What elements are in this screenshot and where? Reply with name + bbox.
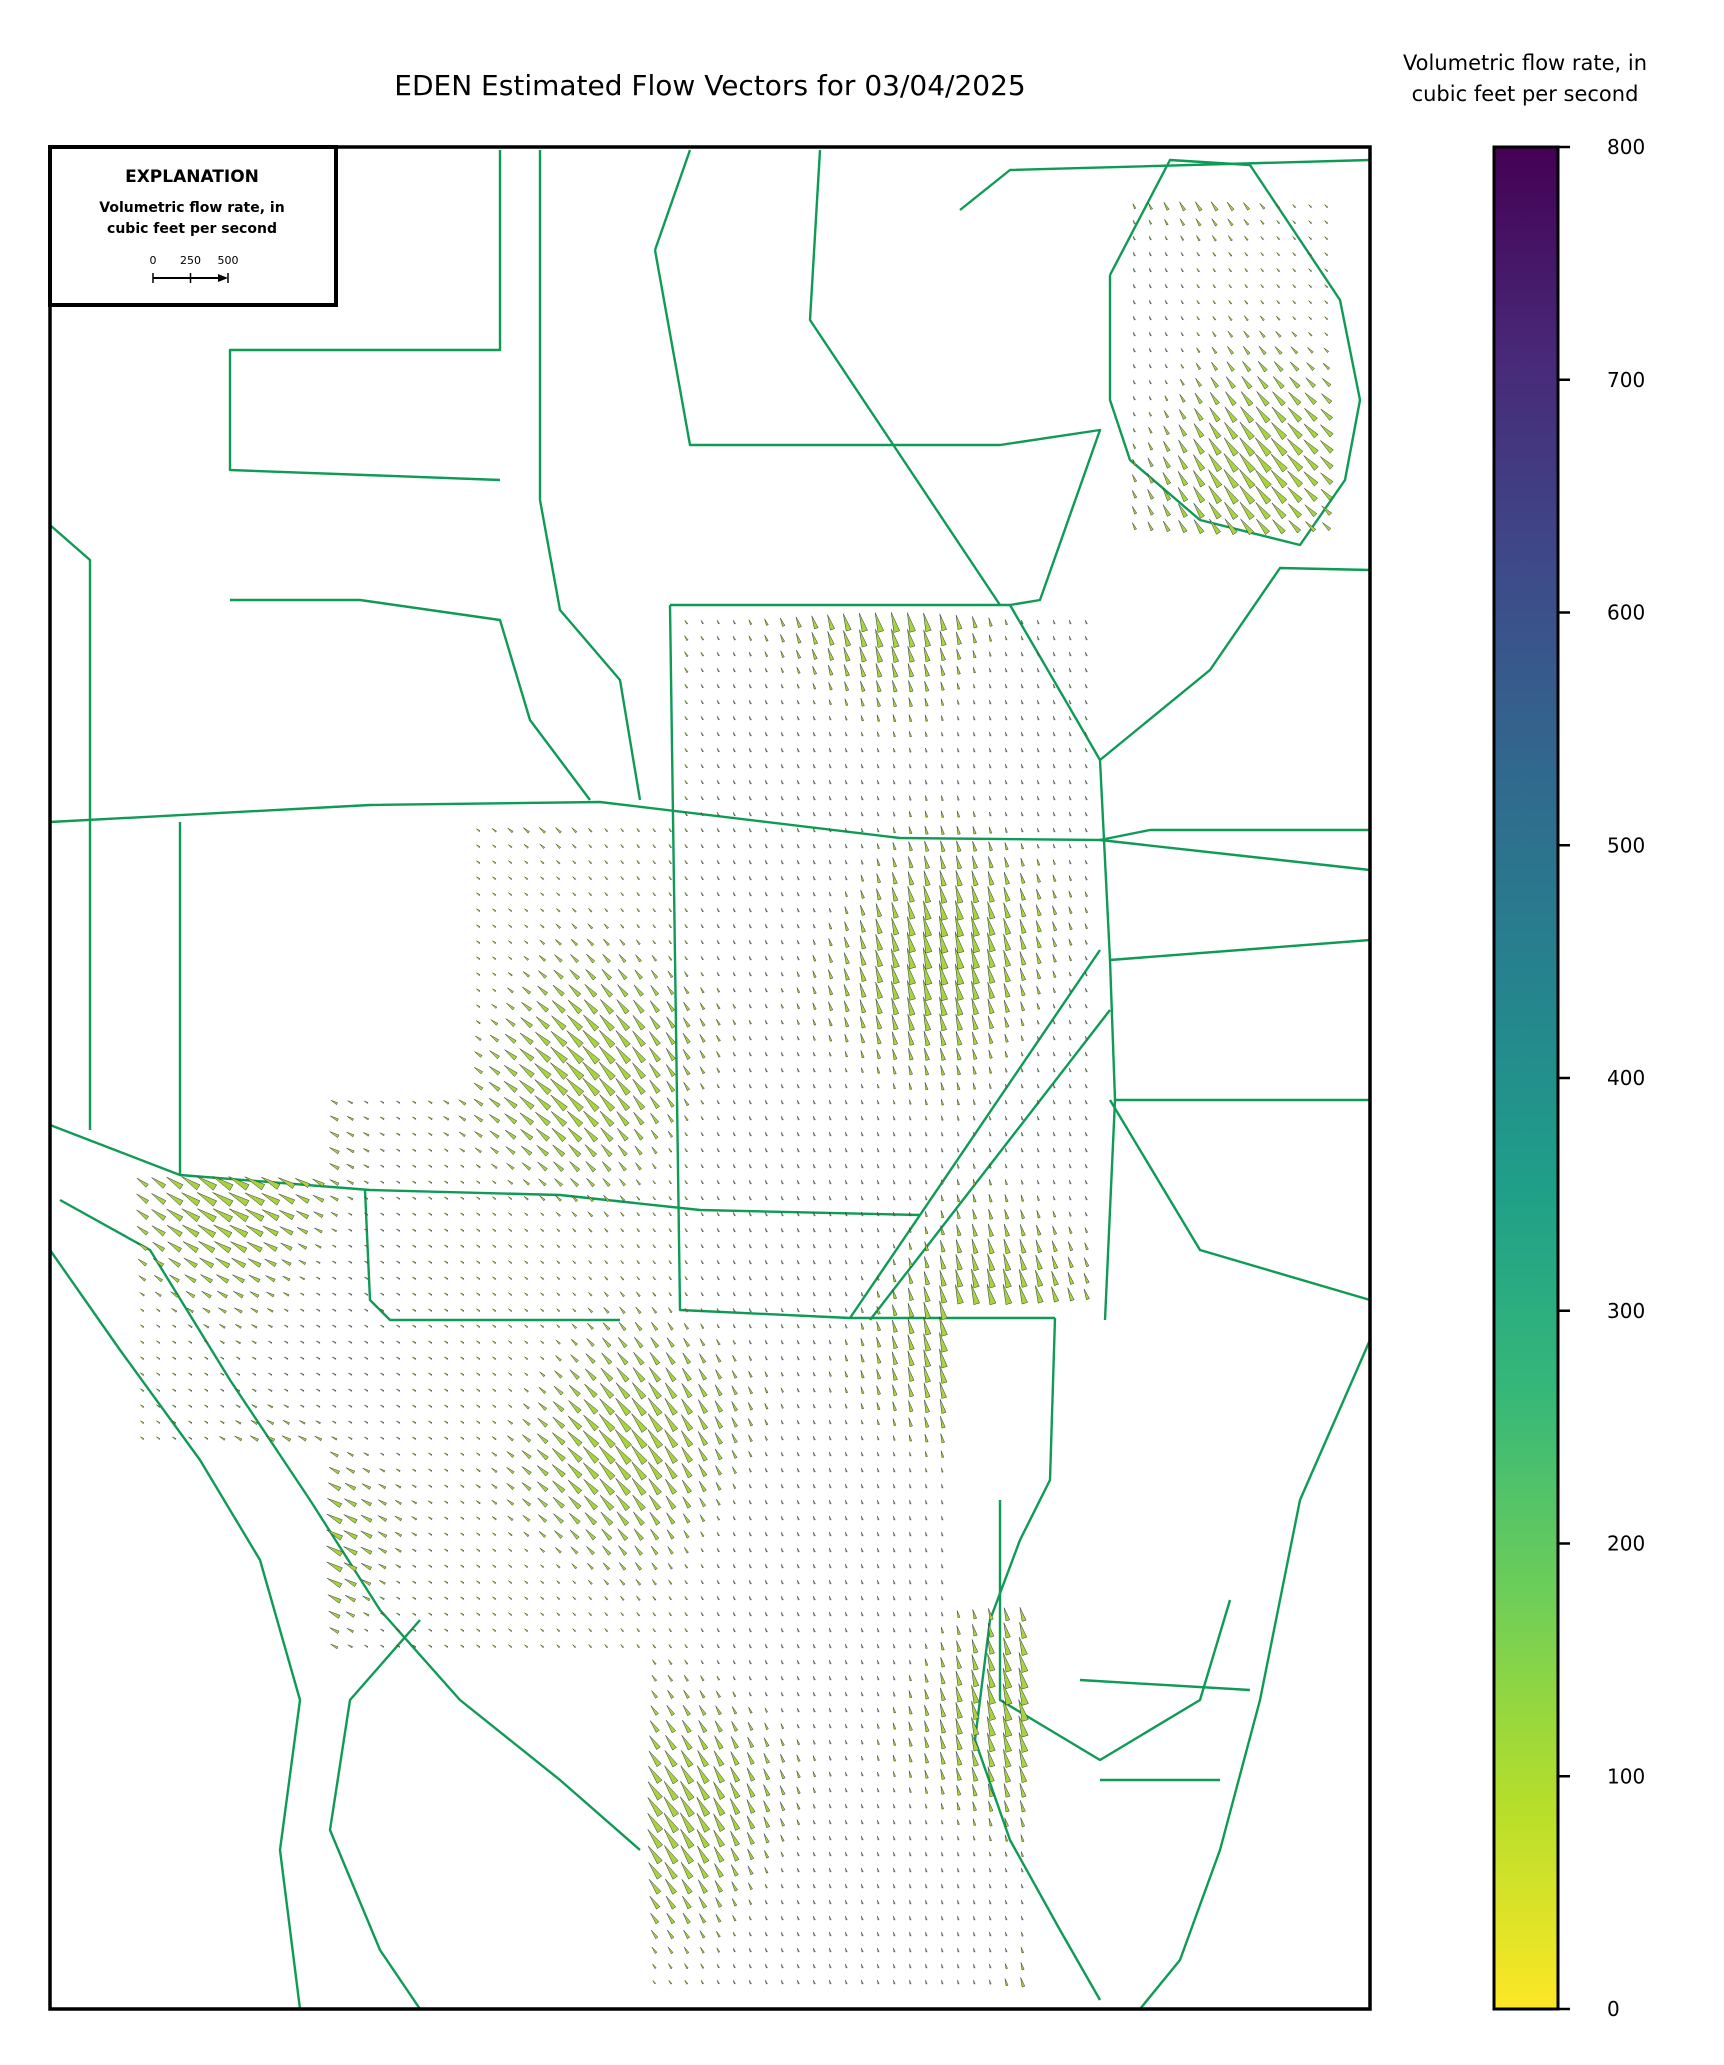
flow-vectors (136, 201, 1334, 1988)
colorbar-tick-label: 600 (1607, 601, 1645, 625)
map-frame (48, 145, 1372, 2011)
colorbar-tick-label: 400 (1607, 1066, 1645, 1090)
colorbar-label: cubic feet per second (1412, 82, 1639, 106)
colorbar-tick-label: 500 (1607, 833, 1645, 857)
colorbar-tick-label: 100 (1607, 1764, 1645, 1788)
colorbar: Volumetric flow rate, in cubic feet per … (1403, 51, 1647, 2021)
scale-tick-label: 0 (150, 254, 157, 267)
roads (50, 149, 1370, 2009)
explanation: EXPLANATION Volumetric flow rate, in cub… (48, 145, 338, 307)
scale-arrow: 0 250 500 (150, 254, 239, 283)
scale-tick-label: 250 (180, 254, 201, 267)
colorbar-tick-label: 200 (1607, 1532, 1645, 1556)
colorbar-gradient (1492, 145, 1560, 2011)
scale-tick-label: 500 (218, 254, 239, 267)
scale-head (218, 274, 228, 282)
colorbar-label: Volumetric flow rate, in (1403, 51, 1647, 75)
colorbar-tick-label: 800 (1607, 135, 1645, 159)
colorbar-tick-label: 300 (1607, 1299, 1645, 1323)
explanation-label: Volumetric flow rate, in (99, 200, 284, 216)
colorbar-tick-label: 0 (1607, 1997, 1620, 2021)
explanation-title: EXPLANATION (125, 167, 259, 187)
explanation-label: cubic feet per second (107, 221, 277, 237)
colorbar-tick-label: 700 (1607, 368, 1645, 392)
map (50, 149, 1370, 2009)
title: EDEN Estimated Flow Vectors for 03/04/20… (394, 69, 1025, 102)
